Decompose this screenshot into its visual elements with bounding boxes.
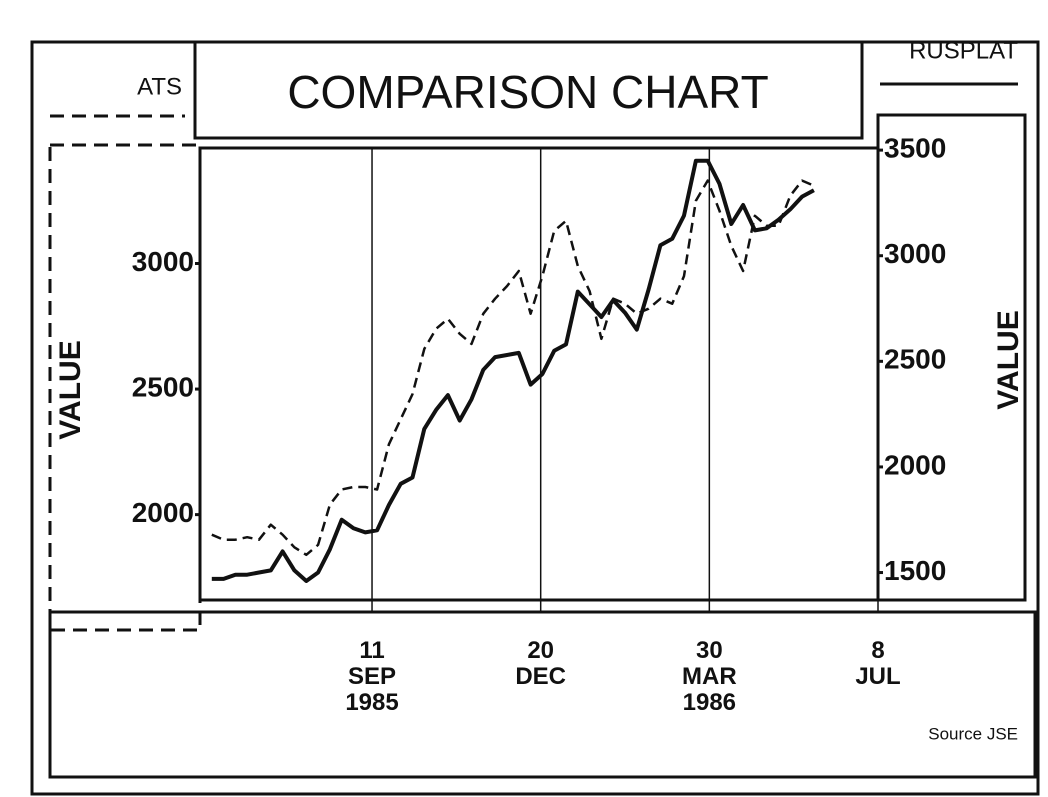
y-tick-label: 2500 bbox=[132, 371, 194, 402]
y2-tick-label: 3500 bbox=[884, 133, 946, 164]
left-axis-panel bbox=[48, 143, 202, 632]
x-axis-panel bbox=[48, 610, 1037, 779]
x-tick-label: 11 SEP 1985 bbox=[345, 637, 399, 716]
title-box bbox=[193, 40, 864, 140]
chart-title: COMPARISON CHART bbox=[287, 66, 768, 118]
y2-tick-label: 1500 bbox=[884, 555, 946, 586]
y-tick-label: 2000 bbox=[132, 497, 194, 528]
source: Source JSE bbox=[928, 724, 1018, 743]
y2-tick-label: 3000 bbox=[884, 238, 946, 269]
series-line bbox=[211, 158, 815, 583]
y-tick-label: 3000 bbox=[132, 246, 194, 277]
x-tick-label: 20 DEC bbox=[515, 637, 566, 690]
y-axis-label: VALUE bbox=[54, 340, 87, 439]
series-line bbox=[211, 179, 815, 557]
y2-tick-label: 2500 bbox=[884, 344, 946, 375]
y2-axis-label: VALUE bbox=[992, 310, 1025, 409]
legend-label: ATS bbox=[137, 73, 182, 100]
y2-tick-label: 2000 bbox=[884, 449, 946, 480]
plot-frame bbox=[198, 146, 880, 602]
x-tick-label: 8 JUL bbox=[855, 637, 901, 690]
x-tick-label: 30 MAR 1986 bbox=[682, 637, 737, 716]
legend-label: RUSPLAT bbox=[909, 37, 1018, 64]
